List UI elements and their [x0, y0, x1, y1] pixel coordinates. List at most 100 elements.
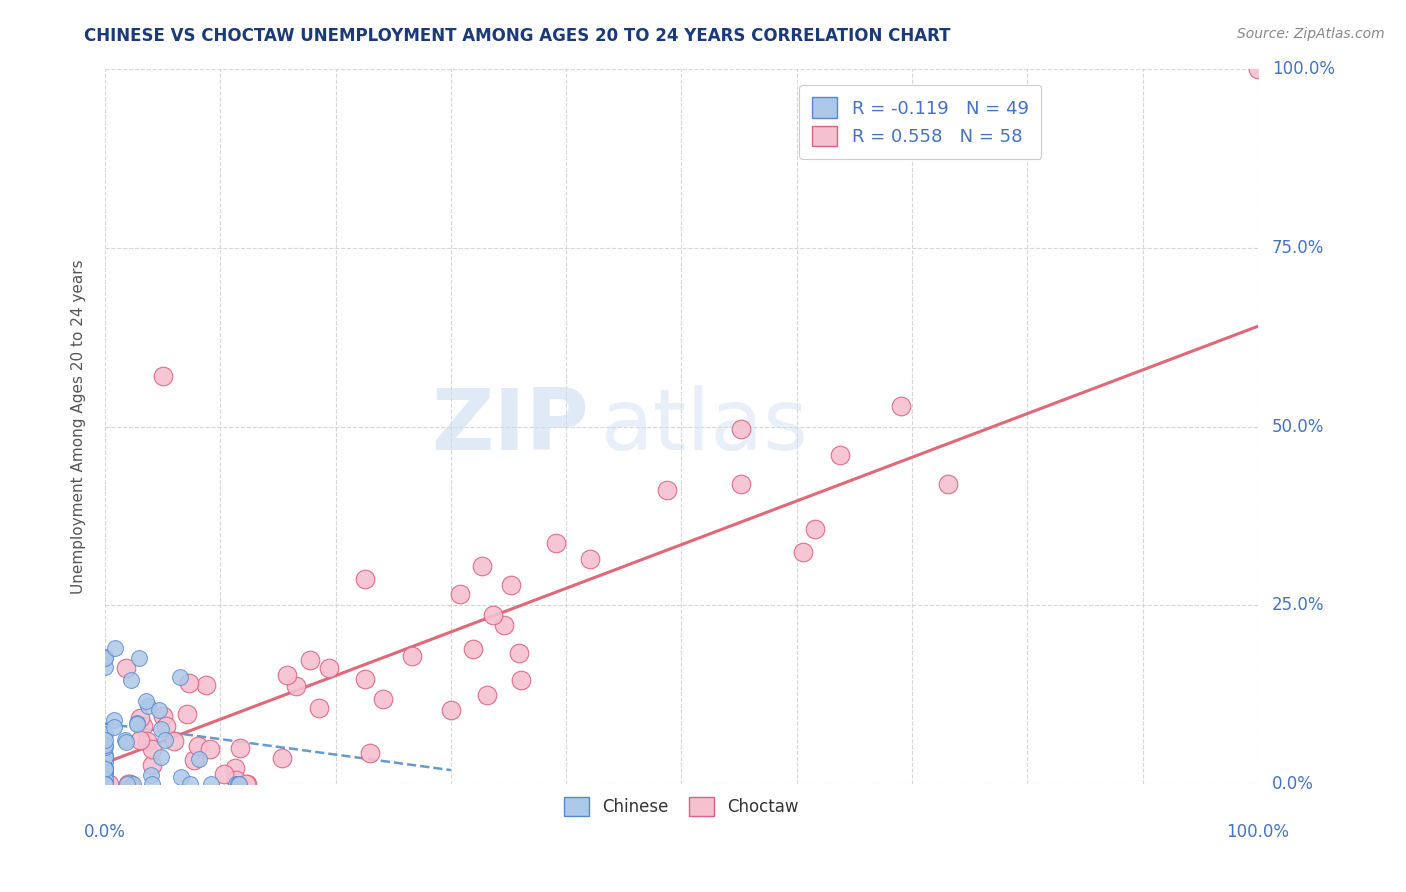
Point [114, 732, 136, 747]
Point [1247, 62, 1270, 76]
Point [318, 660, 340, 674]
Point [103, 713, 125, 727]
Text: 0.0%: 0.0% [1272, 775, 1313, 793]
Point [128, 650, 150, 665]
Point [103, 720, 125, 734]
Point [353, 672, 375, 686]
Point [276, 668, 298, 682]
Point [94, 651, 117, 665]
Point [828, 449, 851, 463]
Point [141, 777, 163, 791]
Point [94, 761, 117, 775]
Point [94, 765, 117, 780]
Point [136, 733, 159, 747]
Point [117, 777, 139, 791]
Text: CHINESE VS CHOCTAW UNEMPLOYMENT AMONG AGES 20 TO 24 YEARS CORRELATION CHART: CHINESE VS CHOCTAW UNEMPLOYMENT AMONG AG… [84, 27, 950, 45]
Point [730, 477, 752, 491]
Point [132, 719, 155, 733]
Point [125, 717, 148, 731]
Point [510, 673, 533, 688]
Point [135, 694, 157, 708]
Point [224, 761, 246, 775]
Point [195, 678, 218, 692]
Point [179, 675, 201, 690]
Point [188, 752, 211, 766]
Point [136, 699, 159, 714]
Y-axis label: Unemployment Among Ages 20 to 24 years: Unemployment Among Ages 20 to 24 years [72, 260, 86, 594]
Point [94, 772, 117, 786]
Point [308, 701, 330, 715]
Point [200, 777, 222, 791]
Point [118, 777, 141, 791]
Point [104, 640, 127, 655]
Point [120, 673, 142, 687]
Point [578, 551, 600, 566]
Point [481, 608, 503, 623]
Text: atlas: atlas [600, 385, 808, 468]
Point [94, 766, 117, 780]
Point [225, 777, 247, 791]
Point [94, 748, 117, 763]
Point [544, 536, 567, 550]
Point [169, 670, 191, 684]
Point [463, 642, 485, 657]
Point [890, 399, 912, 413]
Point [179, 777, 201, 791]
Text: 25.0%: 25.0% [1272, 597, 1324, 615]
Point [94, 777, 117, 791]
Point [225, 773, 247, 788]
Point [936, 477, 959, 491]
Text: 100.0%: 100.0% [1272, 60, 1334, 78]
Point [371, 692, 394, 706]
Point [148, 703, 170, 717]
Text: 50.0%: 50.0% [1272, 417, 1324, 435]
Point [150, 722, 173, 736]
Point [499, 578, 522, 592]
Point [94, 649, 117, 664]
Point [187, 739, 209, 753]
Point [94, 777, 117, 791]
Point [155, 719, 177, 733]
Point [149, 750, 172, 764]
Text: 0.0%: 0.0% [84, 823, 127, 841]
Point [94, 762, 117, 776]
Text: Source: ZipAtlas.com: Source: ZipAtlas.com [1237, 27, 1385, 41]
Point [508, 646, 530, 660]
Point [804, 522, 827, 536]
Point [94, 756, 117, 770]
Point [494, 618, 516, 632]
Point [94, 777, 117, 791]
Text: 75.0%: 75.0% [1272, 238, 1324, 257]
Point [299, 653, 322, 667]
Point [792, 545, 814, 559]
Point [141, 741, 163, 756]
Point [270, 751, 292, 765]
Point [170, 771, 193, 785]
Point [94, 761, 117, 775]
Point [353, 572, 375, 586]
Point [94, 732, 117, 747]
Point [152, 369, 174, 384]
Point [125, 716, 148, 731]
Point [94, 727, 117, 741]
Point [163, 734, 186, 748]
Point [226, 777, 249, 791]
Point [94, 762, 117, 776]
Point [176, 706, 198, 721]
Point [94, 749, 117, 764]
Point [471, 558, 494, 573]
Point [730, 422, 752, 436]
Point [285, 679, 308, 693]
Point [114, 660, 136, 674]
Point [359, 746, 381, 760]
Point [128, 733, 150, 747]
Point [200, 742, 222, 756]
Point [228, 777, 250, 791]
Point [122, 777, 145, 791]
Point [141, 768, 163, 782]
Point [98, 777, 121, 791]
Text: 100.0%: 100.0% [1226, 823, 1289, 841]
Point [152, 709, 174, 723]
Legend: Chinese, Choctaw: Chinese, Choctaw [558, 790, 806, 822]
Point [212, 767, 235, 781]
